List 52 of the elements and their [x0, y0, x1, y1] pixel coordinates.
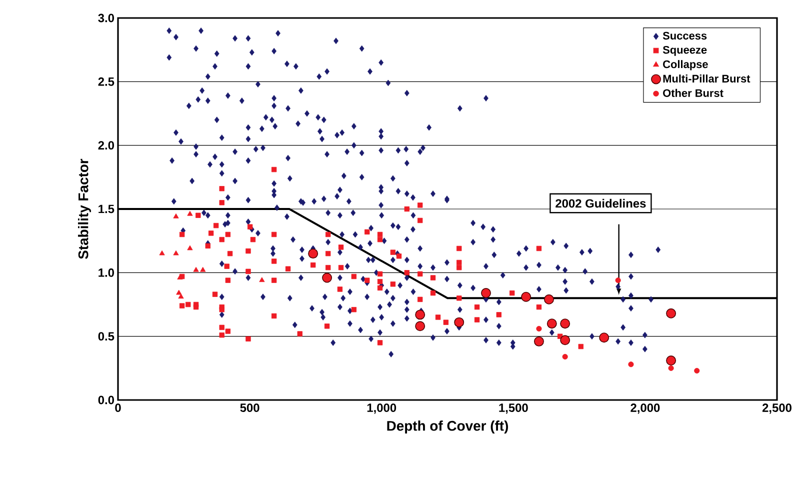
- x-tick-label: 0: [115, 404, 121, 412]
- legend-label: Squeeze: [662, 46, 707, 56]
- point: [560, 335, 570, 346]
- point: [187, 245, 193, 250]
- y-tick-label: 0.5: [98, 332, 114, 341]
- x-tick-label: 2,500: [762, 404, 792, 414]
- point: [628, 362, 634, 368]
- point: [666, 356, 676, 366]
- x-tick-label: 500: [240, 404, 260, 412]
- y-tick-label: 2.0: [98, 141, 114, 150]
- point: [200, 266, 206, 272]
- annotation: 2002 Guidelines: [556, 198, 646, 208]
- point: [308, 248, 318, 259]
- y-tick-label: 3.0: [98, 14, 114, 22]
- point: [481, 288, 491, 298]
- point: [536, 326, 542, 332]
- legend-label: Other Burst: [663, 88, 724, 97]
- point: [599, 332, 610, 343]
- y-tick-label: 1.5: [98, 204, 114, 214]
- x-tick-label: 1,000: [367, 404, 396, 414]
- y-tick-label: 2.5: [98, 77, 114, 86]
- point: [521, 292, 532, 302]
- point: [560, 318, 570, 329]
- point: [694, 368, 700, 374]
- legend-label: Multi-Pillar Burst: [663, 74, 750, 83]
- point: [615, 278, 621, 284]
- y-axis-title: Stability Factor: [78, 158, 92, 259]
- point: [173, 250, 179, 256]
- point: [193, 266, 199, 272]
- point: [187, 210, 193, 216]
- point: [415, 310, 426, 320]
- point: [176, 290, 182, 295]
- point: [668, 365, 674, 371]
- legend-label: Success: [662, 32, 707, 40]
- point: [546, 318, 557, 329]
- x-tick-label: 2,000: [630, 404, 660, 414]
- point: [534, 336, 544, 346]
- y-tick-label: 0.0: [98, 396, 114, 404]
- point: [415, 321, 426, 332]
- point: [562, 354, 568, 360]
- y-tick-label: 1.0: [98, 268, 114, 277]
- legend-label: Collapse: [663, 60, 708, 70]
- point: [259, 277, 265, 282]
- point: [159, 250, 165, 256]
- point: [454, 317, 464, 328]
- x-axis-title: Depth of Cover (ft): [387, 420, 508, 434]
- point: [322, 272, 332, 283]
- point: [666, 308, 676, 318]
- x-tick-label: 1,500: [499, 404, 528, 414]
- point: [173, 213, 179, 218]
- point: [544, 294, 554, 304]
- point: [178, 294, 184, 299]
